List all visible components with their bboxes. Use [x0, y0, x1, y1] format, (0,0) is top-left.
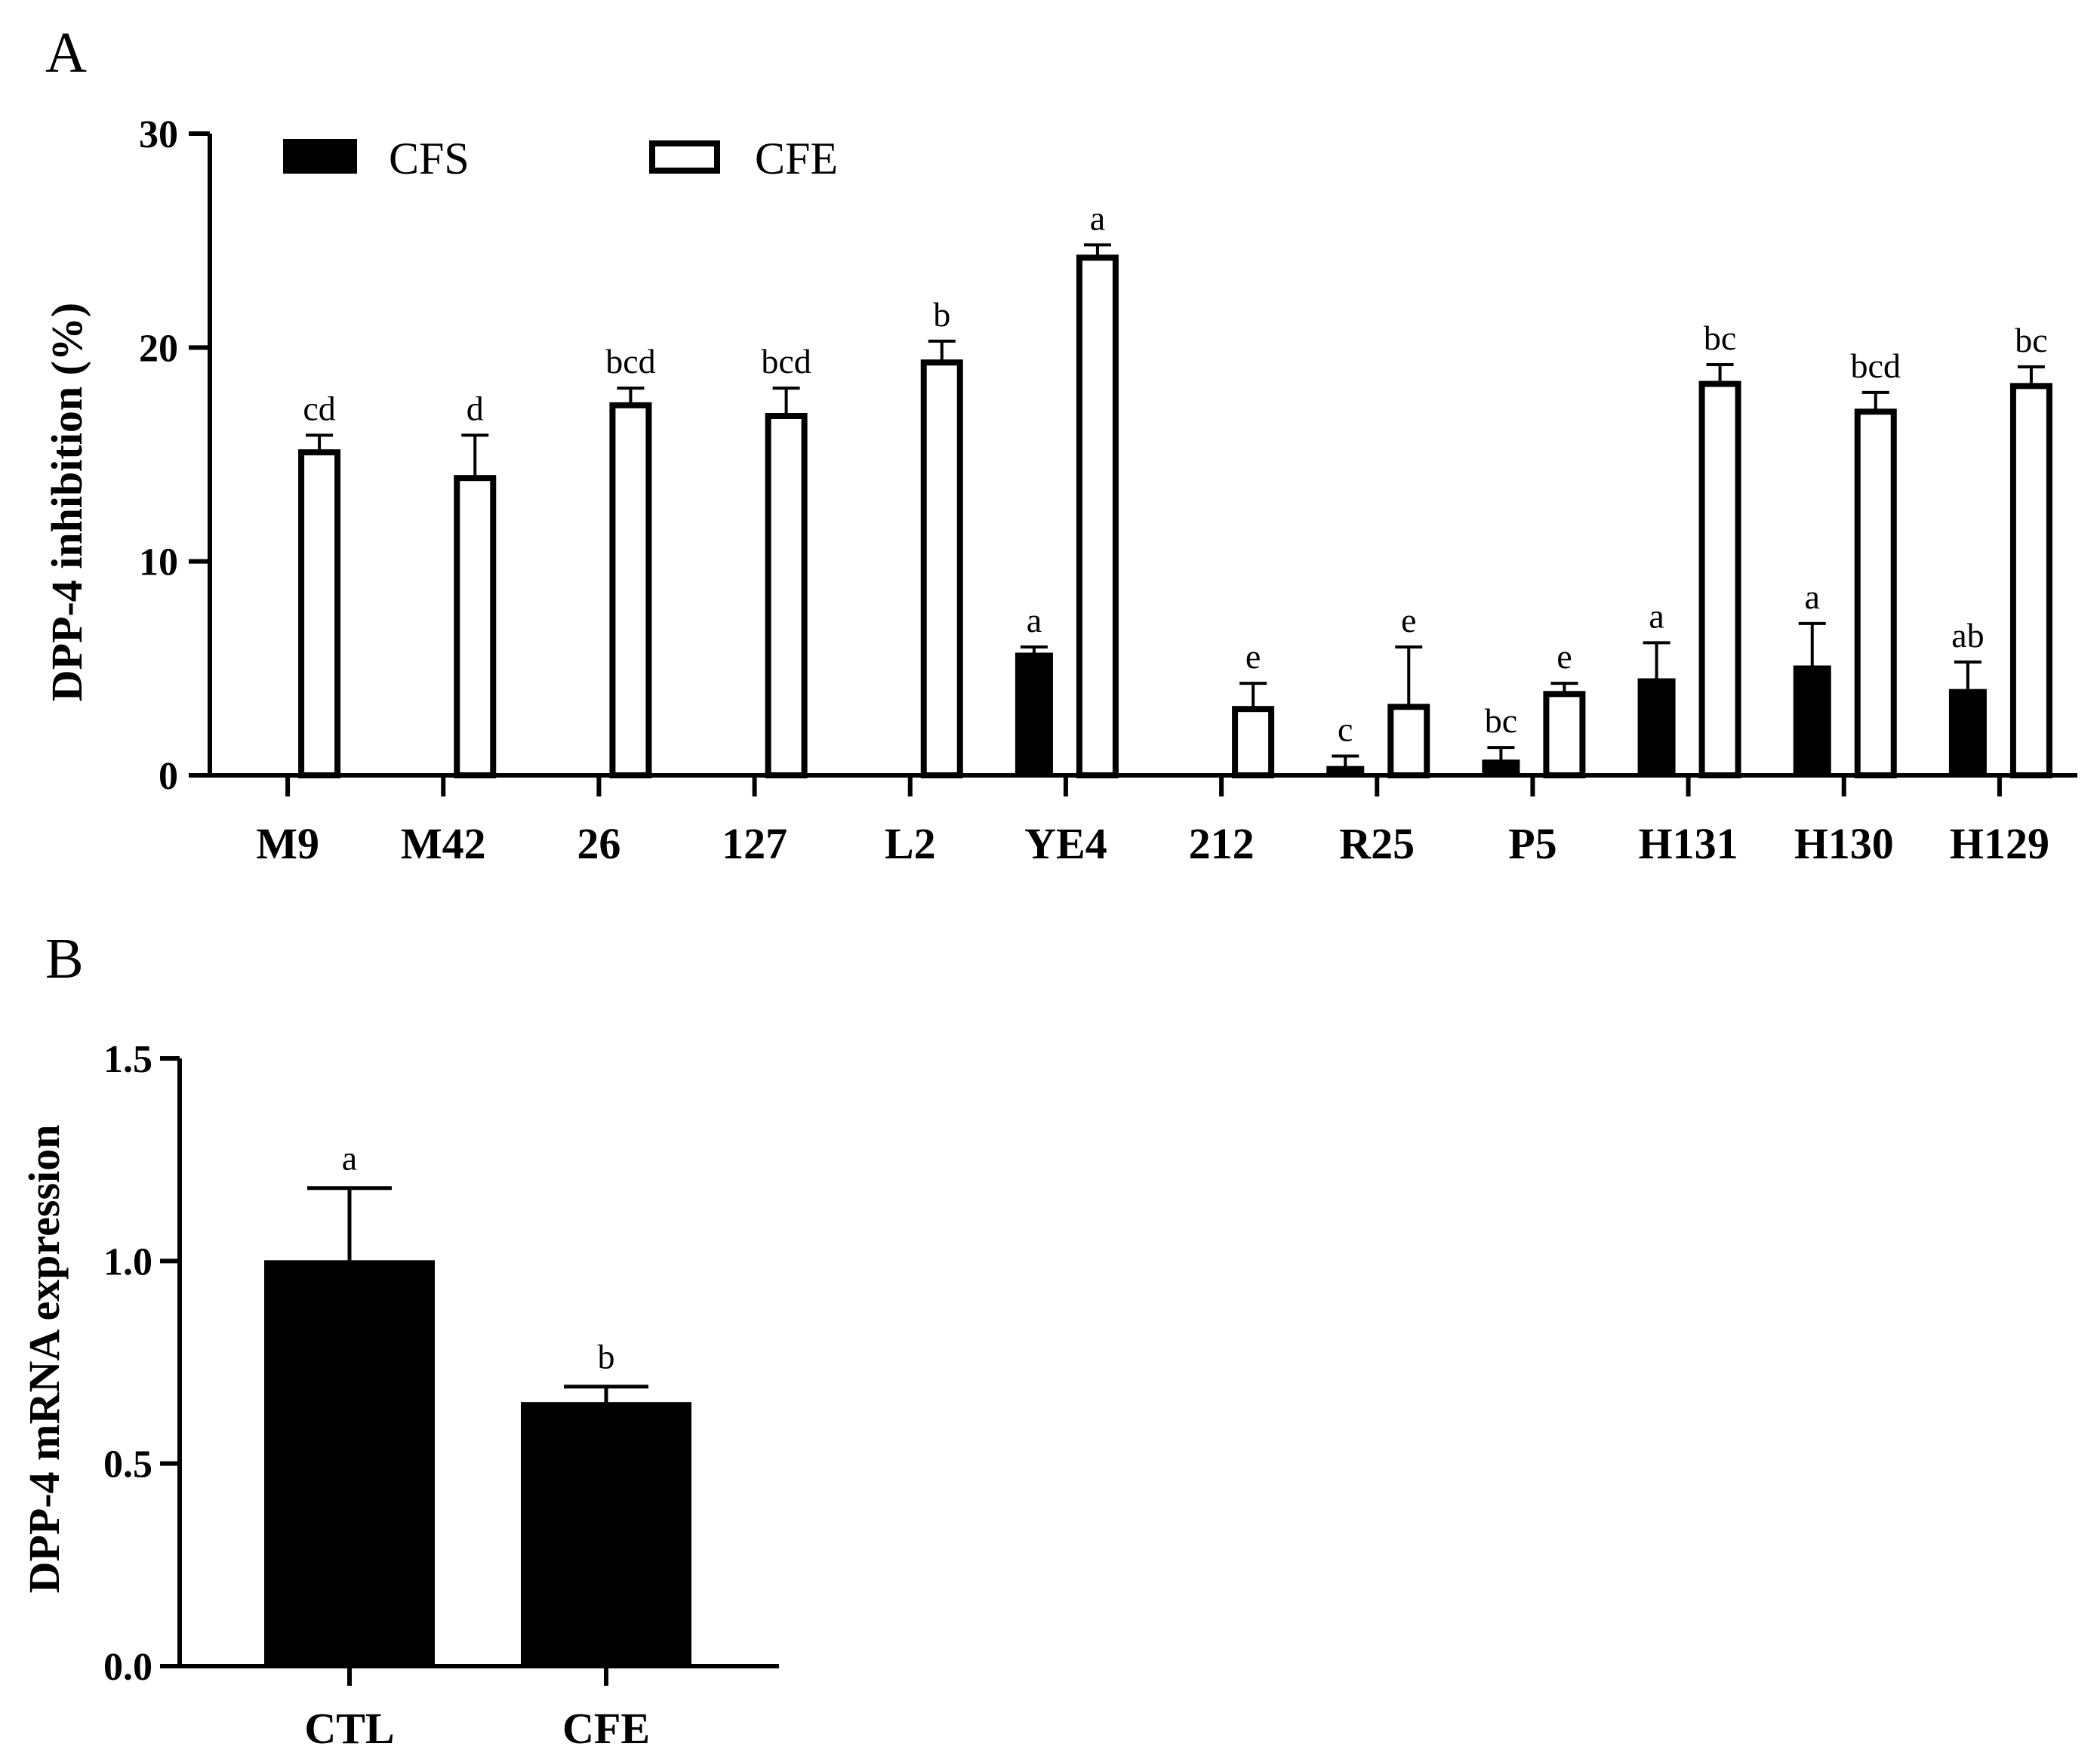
- panel-a: A DPP-4 inhibition (%) 0 10 20 30 M9 M42 26 127…: [42, 21, 2077, 868]
- bar-cfe: [298, 449, 341, 779]
- significance-label: bcd: [1851, 347, 1901, 385]
- bar-cfe: [1232, 706, 1275, 779]
- significance-label: d: [466, 390, 484, 428]
- significance-label: bc: [2015, 321, 2047, 359]
- panel-a-category-label: 212: [1189, 819, 1255, 868]
- bar-cfs: [1793, 665, 1831, 776]
- panel-a-category-label: YE4: [1024, 819, 1107, 868]
- panel-a-category-label: M42: [401, 819, 486, 868]
- panel-b-category-label: CFE: [562, 1704, 650, 1753]
- panel-b-bars: ab: [264, 1139, 691, 1668]
- panel-a-category-label: P5: [1508, 819, 1557, 868]
- bar-cfe: [920, 359, 963, 778]
- significance-label: a: [1027, 601, 1042, 639]
- significance-label: a: [1090, 199, 1105, 237]
- panel-a-axes: 0 10 20 30 M9 M42 26 127 L2 YE4 212 R25 P5 H131 H130 H1…: [139, 113, 2077, 868]
- legend-swatch-cfe: [649, 140, 720, 174]
- bar-cfe: [1854, 408, 1897, 778]
- panel-a-category-label: H129: [1950, 819, 2049, 868]
- bar-cfs: [1326, 766, 1365, 777]
- bar-cfe: [454, 475, 497, 779]
- bar-cfs: [1482, 759, 1520, 777]
- panel-a-category-label: L2: [885, 819, 936, 868]
- bar-cfe: [1543, 691, 1586, 778]
- panel-a-category-label: 26: [577, 819, 620, 868]
- bar-cfe: [1387, 704, 1430, 778]
- panel-a-category-label: M9: [256, 819, 319, 868]
- significance-label: c: [1338, 710, 1353, 749]
- legend-label-cfe: CFE: [755, 134, 838, 183]
- bar-ctl: [264, 1260, 435, 1668]
- significance-label: a: [1805, 578, 1820, 616]
- panel-a-y-tick-label: 20: [139, 327, 178, 370]
- panel-b-y-tick-label: 1.0: [103, 1240, 152, 1283]
- significance-label: bc: [1704, 319, 1736, 357]
- panel-b-letter: B: [45, 927, 84, 990]
- bar-cfe: [2009, 383, 2052, 779]
- legend-label-cfs: CFS: [389, 134, 470, 183]
- panel-a-category-label: R25: [1339, 819, 1415, 868]
- panel-b-category-label: CTL: [304, 1704, 394, 1753]
- panel-b-y-tick-label: 1.5: [103, 1038, 152, 1081]
- significance-label: e: [1557, 637, 1572, 676]
- bar-cfe: [1698, 380, 1741, 778]
- panel-b-y-tick-label: 0.5: [103, 1443, 152, 1486]
- panel-b: B DPP-4 mRNA expression 0.0 0.5 1.0 1.5 CTL C…: [20, 927, 779, 1753]
- significance-label: e: [1246, 637, 1261, 676]
- significance-label: ab: [1951, 616, 1984, 655]
- bar-cfs: [1948, 689, 1987, 777]
- significance-label: b: [933, 295, 950, 334]
- panel-a-y-axis-title: DPP-4 inhibition (%): [42, 303, 91, 702]
- bar-cfe: [1076, 254, 1119, 779]
- significance-label: bcd: [761, 342, 811, 380]
- bar-cfs: [1637, 678, 1676, 776]
- panel-b-y-tick-label: 0.0: [103, 1646, 152, 1689]
- significance-label: bcd: [605, 342, 655, 380]
- panel-a-letter: A: [45, 21, 87, 85]
- significance-label: bc: [1485, 701, 1517, 740]
- panel-a-y-tick-label: 10: [139, 541, 178, 584]
- panel-a-legend: CFS CFE: [283, 134, 838, 183]
- bar-cfs: [1015, 652, 1053, 776]
- significance-label: cd: [303, 390, 335, 428]
- panel-a-category-label: H131: [1639, 819, 1738, 868]
- bar-cfe: [609, 402, 652, 778]
- panel-a-bars: cd d bcd bcd b a a e c e bc e a bc a bcd ab bc: [298, 199, 2052, 779]
- bar-cfe: [521, 1402, 691, 1667]
- panel-a-y-tick-label: 0: [159, 755, 178, 798]
- panel-b-y-axis-title: DPP-4 mRNA expression: [20, 1125, 69, 1594]
- significance-label: b: [598, 1338, 615, 1376]
- panel-a-y-tick-label: 30: [139, 113, 178, 156]
- legend-swatch-cfs: [283, 139, 357, 174]
- significance-label: e: [1401, 601, 1416, 639]
- panel-a-category-label: 127: [722, 819, 787, 868]
- significance-label: a: [1649, 596, 1664, 635]
- significance-label: a: [342, 1139, 357, 1178]
- panel-a-category-label: H130: [1794, 819, 1894, 868]
- bar-cfe: [765, 413, 808, 778]
